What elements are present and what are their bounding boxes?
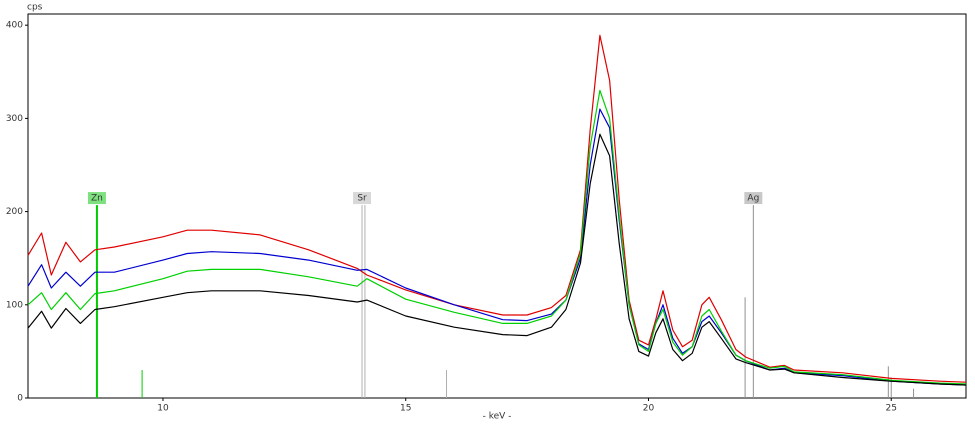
y-tick-label: 0 bbox=[17, 394, 23, 404]
spectrum-line bbox=[27, 108, 967, 386]
element-label-box bbox=[87, 192, 106, 205]
x-tick-label: 25 bbox=[886, 404, 897, 414]
element-label-box bbox=[353, 192, 372, 205]
element-label: Sr bbox=[357, 194, 367, 204]
y-tick-label: 200 bbox=[6, 207, 23, 217]
spectrum-line bbox=[27, 133, 967, 386]
x-tick-label: 15 bbox=[400, 404, 411, 414]
y-tick-label: 300 bbox=[6, 114, 23, 124]
x-tick-label: 20 bbox=[643, 404, 655, 414]
y-tick-label: 400 bbox=[6, 21, 23, 31]
element-label: Ag bbox=[747, 194, 759, 204]
x-axis-label: - keV - bbox=[483, 412, 512, 422]
plot-frame bbox=[27, 13, 967, 399]
spectrum-line bbox=[27, 34, 967, 383]
y-axis-label: cps bbox=[27, 3, 43, 13]
element-label-box bbox=[744, 192, 763, 205]
element-label: Zn bbox=[91, 194, 103, 204]
x-tick-label: 10 bbox=[157, 404, 169, 414]
spectrum-line bbox=[27, 89, 967, 385]
y-tick-label: 100 bbox=[6, 300, 23, 310]
